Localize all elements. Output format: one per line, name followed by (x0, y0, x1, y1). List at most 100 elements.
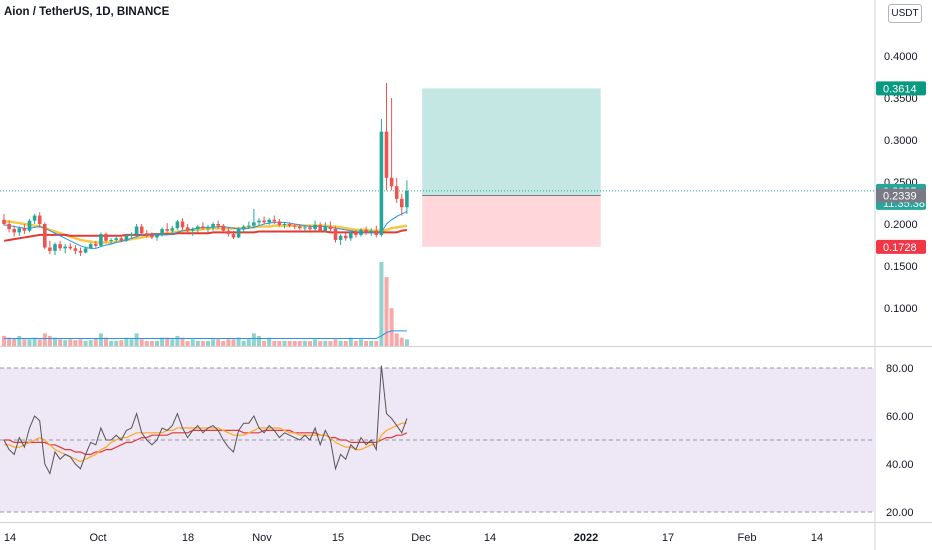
candle (267, 218, 271, 225)
volume-bar (2, 335, 6, 346)
candle-body (394, 186, 399, 199)
candle (257, 218, 261, 226)
candle (338, 234, 343, 245)
candle-body (175, 221, 180, 229)
candle-body (78, 250, 83, 253)
price-badge-label: 0.1728 (883, 242, 917, 254)
candle (119, 235, 124, 242)
time-tick-label: 14 (484, 532, 496, 544)
volume-bar (124, 337, 129, 346)
volume-bar (12, 338, 17, 346)
volume-bar (206, 340, 210, 346)
candle (114, 235, 118, 243)
volume-bar (17, 335, 22, 346)
candle-body (88, 244, 93, 249)
moving-average-ma_blue (3, 210, 408, 249)
volume-bar (27, 339, 32, 346)
candle (94, 240, 98, 248)
candle (43, 222, 47, 250)
candle (109, 238, 113, 245)
volume-bar (328, 340, 333, 346)
candle-body (389, 177, 394, 187)
time-tick-label: 14 (811, 532, 823, 544)
candle (343, 233, 348, 241)
candle (241, 224, 246, 233)
volume-bar (88, 340, 93, 346)
rsi-tick-label: 40.00 (886, 459, 914, 471)
volume-bar (313, 339, 318, 346)
candle-body (211, 224, 215, 228)
candle-body (328, 226, 333, 230)
candle (88, 242, 93, 250)
price-badge-label: 0.3614 (883, 83, 917, 95)
volume-bar (93, 338, 98, 346)
candle-body (201, 226, 205, 229)
volume-bar (338, 340, 343, 346)
candle-body (384, 131, 389, 178)
time-tick-label: Feb (738, 532, 757, 544)
candle (364, 226, 368, 235)
volume-bar (104, 337, 108, 346)
volume-bar (7, 337, 12, 346)
candle (134, 224, 139, 237)
currency-button[interactable]: USDT (888, 4, 922, 23)
candle-body (190, 229, 195, 231)
volume-bar (251, 333, 256, 346)
candle-body (267, 219, 271, 223)
candle-body (185, 227, 190, 231)
candle-body (155, 234, 159, 238)
volume-bar (47, 335, 52, 346)
volume-bar (195, 340, 200, 346)
volume-bar (287, 340, 292, 346)
candle-body (400, 198, 404, 208)
candle (272, 215, 277, 224)
volume-bar (267, 337, 272, 346)
candle (216, 220, 220, 230)
candle-body (145, 233, 149, 235)
volume-bar (155, 340, 159, 346)
volume-bar (399, 337, 404, 346)
candle-body (374, 230, 379, 235)
candle-body (109, 239, 113, 241)
candle (231, 230, 236, 240)
volume-bar (53, 337, 57, 346)
candle-body (7, 224, 11, 230)
candle (7, 220, 11, 233)
candle (190, 227, 195, 236)
moving-average-ema_long (3, 228, 408, 242)
candle-body (313, 224, 317, 230)
candle (185, 224, 190, 233)
candle (160, 227, 164, 237)
candle-body (287, 224, 292, 226)
volume-bar (246, 339, 251, 346)
volume-bar (302, 340, 307, 346)
volume-bar (374, 340, 379, 346)
volume-bar (216, 339, 221, 346)
candle (298, 224, 302, 230)
stop-zone (422, 195, 601, 247)
volume-bar (282, 340, 287, 346)
volume-bar (175, 335, 180, 346)
volume-bar (63, 340, 68, 346)
candle (389, 98, 394, 191)
volume-bar (241, 340, 246, 346)
volume-bar (384, 277, 389, 346)
price-tick-label: 0.1000 (884, 303, 918, 315)
rsi-line (3, 365, 408, 476)
candle (124, 234, 129, 242)
candle-body (180, 221, 185, 228)
price-tick-label: 0.1500 (884, 261, 918, 273)
candle (22, 224, 27, 235)
candle-body (216, 224, 220, 226)
candle (369, 228, 373, 236)
candle-body (364, 229, 368, 233)
candle-body (150, 234, 154, 238)
volume-bar (32, 337, 37, 346)
volume-bar (78, 339, 83, 346)
volume-bar (109, 340, 114, 346)
candle-body (252, 222, 256, 226)
rsi-tick-label: 80.00 (886, 363, 914, 375)
symbol-title: Aion / TetherUS, 1D, BINANCE (4, 6, 170, 18)
candle-body (129, 234, 134, 236)
